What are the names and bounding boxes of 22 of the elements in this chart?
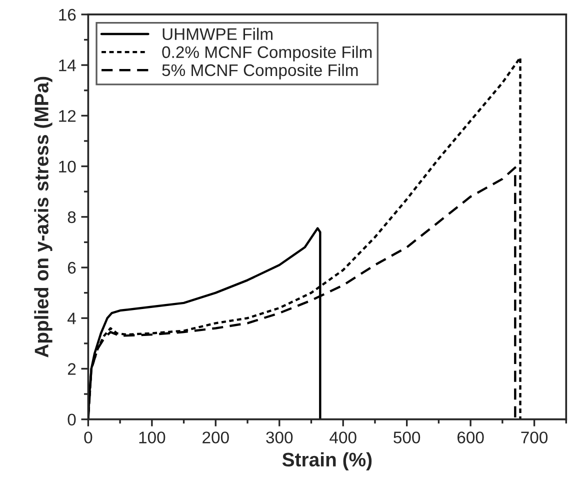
x-tick-label: 500 (394, 432, 420, 444)
legend-label: UHMWPE Film (162, 28, 272, 40)
x-tick-label: 700 (521, 432, 548, 444)
y-tick-label: 2 (68, 363, 76, 375)
x-tick-label: 0 (84, 432, 92, 444)
legend-label: 5% MCNF Composite Film (162, 64, 358, 80)
y-tick-label: 16 (59, 8, 76, 21)
y-tick-label: 6 (68, 262, 76, 274)
y-tick-label: 8 (68, 211, 76, 224)
legend-label: 0.2% MCNF Composite Film (162, 46, 372, 62)
y-tick-label: 0 (68, 414, 76, 426)
x-tick-label: 200 (202, 432, 229, 444)
x-tick-label: 300 (266, 432, 293, 444)
y-tick-label: 4 (68, 312, 76, 324)
y-tick-label: 12 (59, 110, 76, 122)
x-tick-label: 600 (458, 432, 484, 444)
x-tick-label: 100 (139, 432, 166, 444)
y-axis-title: Applied on y-axis stress (MPa) (34, 76, 52, 358)
x-axis-title: Strain (%) (282, 452, 372, 470)
x-tick-label: 400 (330, 432, 356, 444)
y-tick-label: 14 (59, 60, 76, 72)
y-tick-label: 10 (59, 160, 76, 172)
